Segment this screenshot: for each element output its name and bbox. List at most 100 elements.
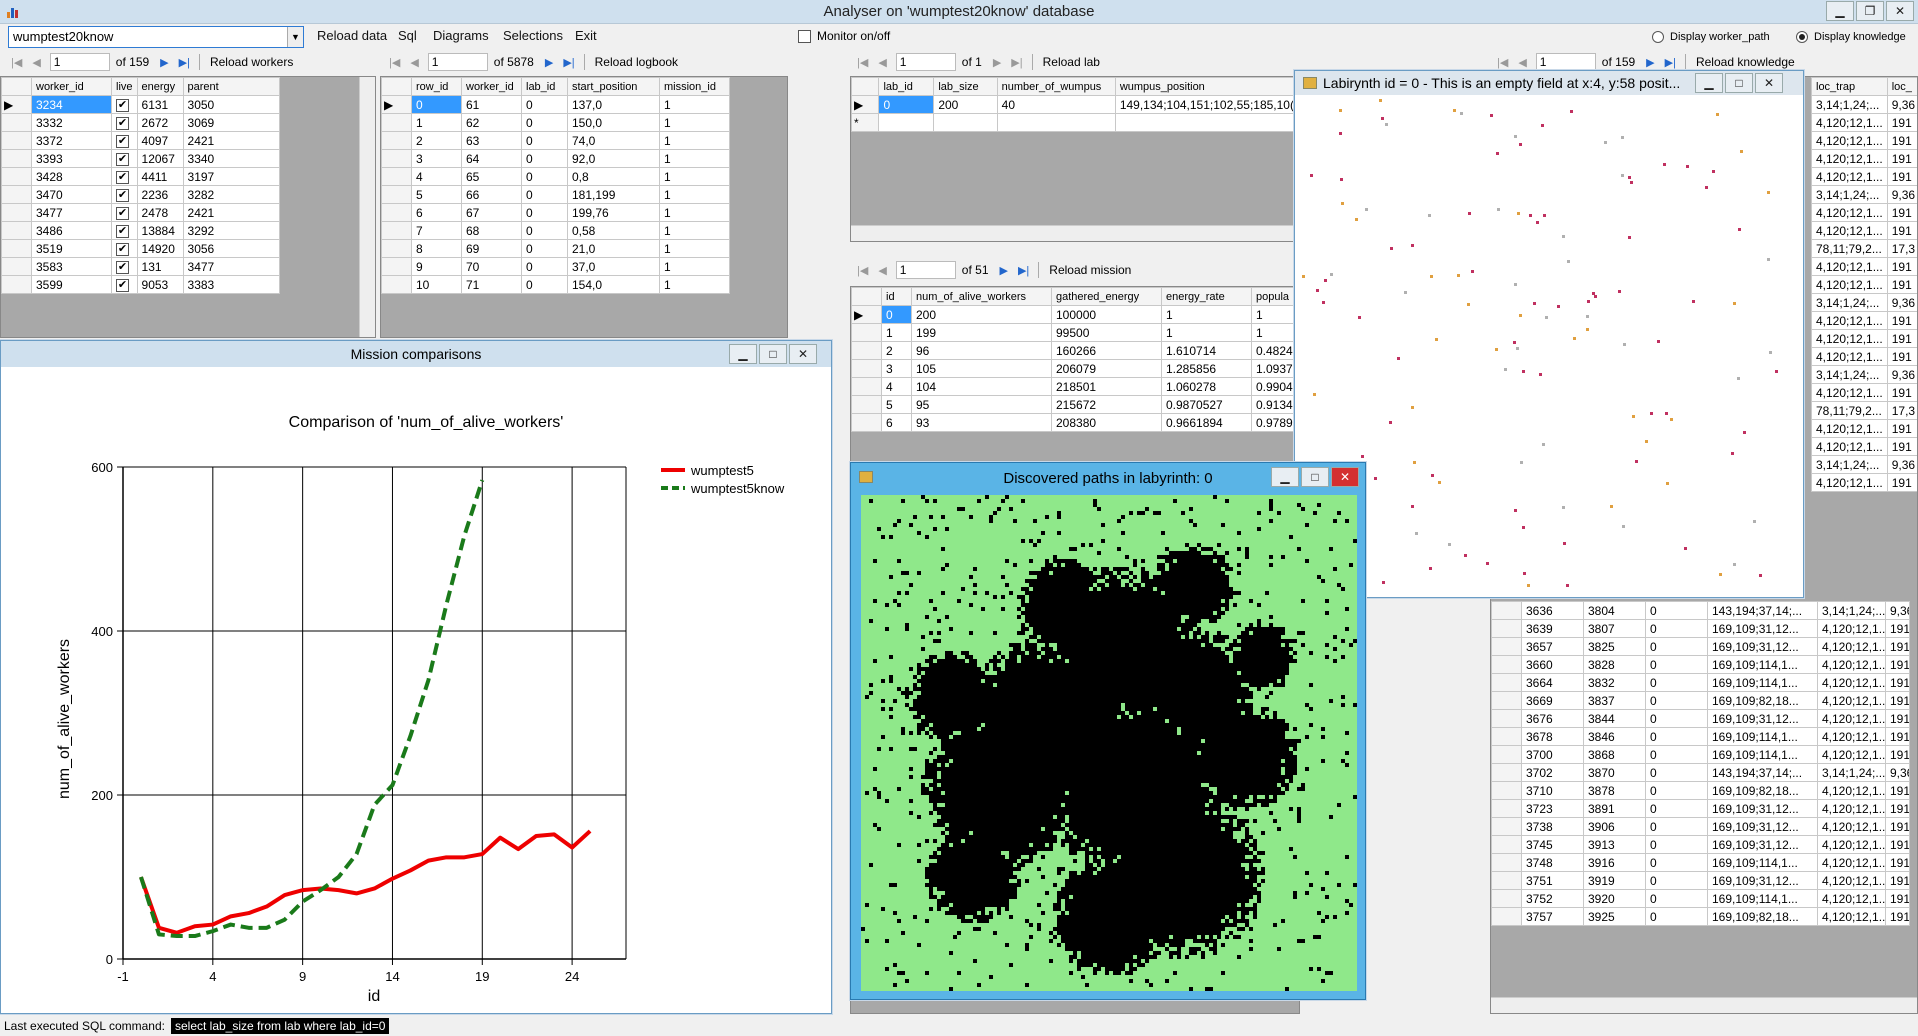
table-cell[interactable]: 78,11;79,2... bbox=[1811, 239, 1888, 258]
last-record-icon[interactable]: ▶| bbox=[563, 56, 575, 69]
row-selector[interactable] bbox=[851, 341, 882, 360]
table-cell[interactable]: 199,76 bbox=[567, 203, 660, 222]
column-header[interactable]: mission_id bbox=[659, 77, 730, 96]
check-icon[interactable]: ✔ bbox=[116, 279, 129, 292]
table-row[interactable]: 3745 3913 0 169,109;31,12... 4,120;12,1... 19… bbox=[1491, 835, 1910, 854]
table-cell[interactable]: 3676 bbox=[1521, 709, 1584, 728]
table-cell[interactable]: 3428 bbox=[31, 167, 112, 186]
table-cell[interactable]: 3486 bbox=[31, 221, 112, 240]
table-cell[interactable]: 149,134;104,151;102,55;185,10( bbox=[1114, 95, 1299, 114]
table-cell[interactable]: 13884 bbox=[136, 221, 184, 240]
table-cell[interactable]: 105 bbox=[911, 359, 1052, 378]
table-cell[interactable]: 4097 bbox=[136, 131, 184, 150]
table-cell[interactable]: 92,0 bbox=[567, 149, 660, 168]
table-cell[interactable]: 215672 bbox=[1051, 395, 1162, 414]
table-cell[interactable]: 0.9661894 bbox=[1161, 413, 1252, 432]
row-selector[interactable] bbox=[851, 359, 882, 378]
table-cell[interactable]: 3906 bbox=[1583, 817, 1646, 836]
monitor-checkbox[interactable] bbox=[798, 29, 811, 43]
knowledge-radio[interactable] bbox=[1796, 31, 1808, 43]
table-cell[interactable]: 4,120;12,1... bbox=[1811, 131, 1888, 150]
table-row[interactable]: 3669 3837 0 169,109;82,18... 4,120;12,1... 19… bbox=[1491, 691, 1910, 710]
table-cell[interactable]: 3700 bbox=[1521, 745, 1584, 764]
table-cell[interactable]: 0 bbox=[521, 221, 568, 240]
knowledge-hscrollbar[interactable] bbox=[1491, 997, 1917, 1013]
table-cell[interactable]: 3383 bbox=[182, 275, 280, 294]
table-cell[interactable]: 0 bbox=[1645, 781, 1708, 800]
table-cell[interactable]: 0 bbox=[521, 131, 568, 150]
table-row[interactable]: 3657 3825 0 169,109;31,12... 4,120;12,1... 19… bbox=[1491, 637, 1910, 656]
table-cell[interactable]: 3519 bbox=[31, 239, 112, 258]
table-cell[interactable]: 65 bbox=[461, 167, 522, 186]
column-header[interactable]: id bbox=[881, 287, 912, 306]
table-cell[interactable]: 4,120;12,1... bbox=[1817, 853, 1886, 872]
table-cell[interactable]: 191 bbox=[1886, 257, 1917, 276]
table-row[interactable]: 78,11;79,2... 17,3 bbox=[1811, 401, 1917, 420]
table-cell[interactable]: 3757 bbox=[1521, 907, 1584, 926]
table-cell[interactable]: 169,109;114,1... bbox=[1707, 745, 1818, 764]
maximize-icon[interactable]: □ bbox=[759, 344, 787, 364]
table-cell[interactable]: 0.9789 bbox=[1251, 413, 1298, 432]
logbook-position-input[interactable]: 1 bbox=[427, 53, 488, 71]
first-record-icon[interactable]: |◀ bbox=[11, 56, 23, 69]
table-cell[interactable]: 191 bbox=[1886, 347, 1917, 366]
table-cell[interactable]: 191 bbox=[1885, 889, 1910, 908]
table-cell[interactable]: 3477 bbox=[182, 257, 280, 276]
row-selector[interactable] bbox=[1, 113, 32, 132]
row-selector[interactable] bbox=[1, 203, 32, 222]
table-row[interactable]: 3738 3906 0 169,109;31,12... 4,120;12,1... 19… bbox=[1491, 817, 1910, 836]
column-header[interactable]: wumpus_position bbox=[1114, 77, 1299, 96]
table-cell[interactable]: 191 bbox=[1885, 781, 1910, 800]
table-cell[interactable]: 2421 bbox=[182, 131, 280, 150]
table-cell[interactable]: 169,109;31,12... bbox=[1707, 817, 1818, 836]
table-cell[interactable]: 0 bbox=[1645, 727, 1708, 746]
table-row[interactable]: 3 105 206079 1.285856 1.0937 bbox=[851, 359, 1298, 378]
table-cell[interactable]: 0 bbox=[1645, 745, 1708, 764]
maximize-icon[interactable]: □ bbox=[1725, 73, 1753, 93]
table-row[interactable]: 3700 3868 0 169,109;114,1... 4,120;12,1... 19… bbox=[1491, 745, 1910, 764]
column-header[interactable]: number_of_wumpus bbox=[996, 77, 1116, 96]
table-row[interactable]: 3710 3878 0 169,109;82,18... 4,120;12,1... 19… bbox=[1491, 781, 1910, 800]
table-cell[interactable]: 4,120;12,1... bbox=[1811, 275, 1888, 294]
table-cell[interactable]: 6131 bbox=[136, 95, 184, 114]
table-cell[interactable]: 3723 bbox=[1521, 799, 1584, 818]
table-cell[interactable]: 17,3 bbox=[1886, 401, 1917, 420]
table-cell[interactable]: 3752 bbox=[1521, 889, 1584, 908]
table-cell[interactable]: 4,120;12,1... bbox=[1811, 113, 1888, 132]
table-cell[interactable]: 191 bbox=[1885, 691, 1910, 710]
table-cell[interactable]: 1.0937 bbox=[1251, 359, 1298, 378]
table-cell[interactable]: 1.610714 bbox=[1161, 341, 1252, 360]
table-cell[interactable]: ✔ bbox=[111, 167, 138, 186]
table-cell[interactable]: 4,120;12,1... bbox=[1817, 835, 1886, 854]
table-cell[interactable]: 3,14;1,24;... bbox=[1811, 185, 1888, 204]
table-cell[interactable]: 191 bbox=[1885, 619, 1910, 638]
table-cell[interactable]: 70 bbox=[461, 257, 522, 276]
table-cell[interactable]: 3748 bbox=[1521, 853, 1584, 872]
prev-record-icon[interactable]: ◀ bbox=[1518, 56, 1527, 69]
first-record-icon[interactable]: |◀ bbox=[857, 56, 869, 69]
table-cell[interactable]: 1 bbox=[659, 257, 730, 276]
table-row[interactable]: 4,120;12,1... 191 bbox=[1811, 437, 1917, 456]
table-cell[interactable]: 0 bbox=[1645, 655, 1708, 674]
table-row[interactable]: 3,14;1,24;... 9,36 bbox=[1811, 95, 1917, 114]
chevron-down-icon[interactable]: ▼ bbox=[287, 27, 303, 47]
column-header[interactable]: lab_size bbox=[933, 77, 998, 96]
table-row[interactable]: 4,120;12,1... 191 bbox=[1811, 149, 1917, 168]
table-cell[interactable]: 3710 bbox=[1521, 781, 1584, 800]
row-selector[interactable] bbox=[1491, 871, 1522, 890]
maximize-icon[interactable]: □ bbox=[1301, 467, 1329, 487]
table-cell[interactable]: 4,120;12,1... bbox=[1811, 437, 1888, 456]
table-cell[interactable]: ✔ bbox=[111, 221, 138, 240]
table-cell[interactable]: 67 bbox=[461, 203, 522, 222]
table-cell[interactable]: 0 bbox=[521, 257, 568, 276]
table-cell[interactable]: 0 bbox=[1645, 817, 1708, 836]
table-cell[interactable]: 0 bbox=[1645, 637, 1708, 656]
table-cell[interactable]: ✔ bbox=[111, 113, 138, 132]
table-cell[interactable]: 191 bbox=[1885, 655, 1910, 674]
table-row[interactable]: 8 69 0 21,0 1 bbox=[381, 239, 730, 258]
table-cell[interactable]: 1 bbox=[659, 185, 730, 204]
table-cell[interactable]: 3056 bbox=[182, 239, 280, 258]
column-header[interactable]: popula bbox=[1251, 287, 1298, 306]
table-cell[interactable]: 3050 bbox=[182, 95, 280, 114]
table-cell[interactable]: 4,120;12,1... bbox=[1811, 167, 1888, 186]
